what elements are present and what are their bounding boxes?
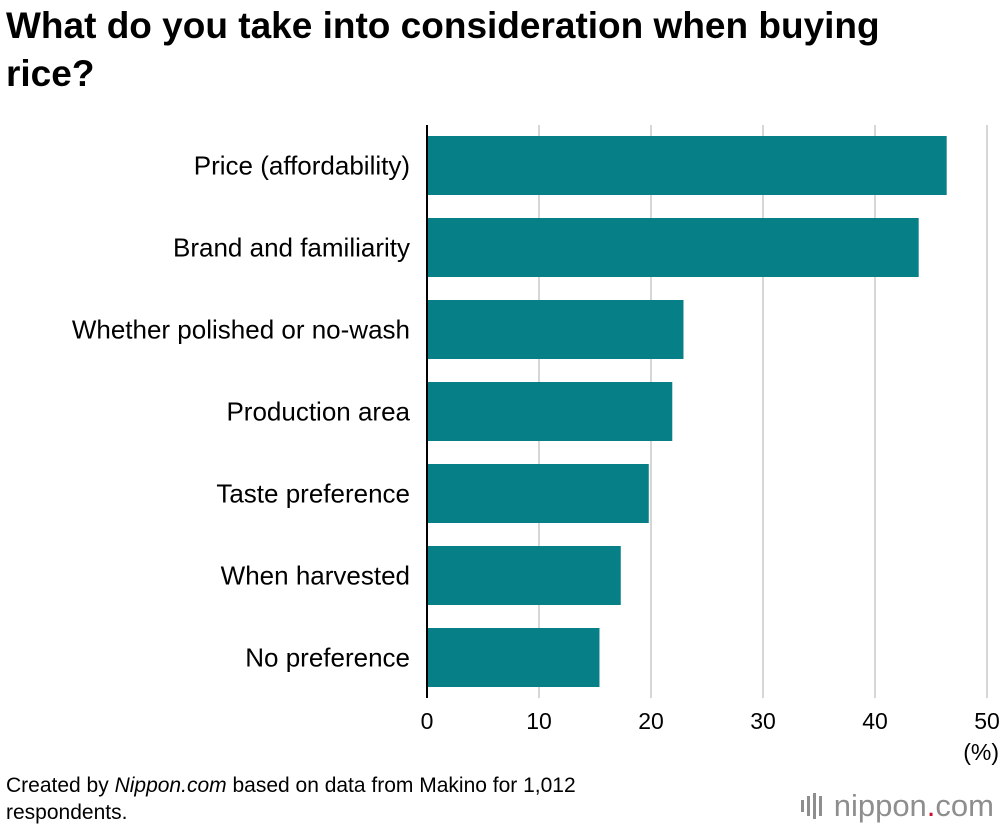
category-label: Price (affordability) <box>194 151 410 181</box>
category-label: Taste preference <box>216 479 410 509</box>
category-label: Production area <box>226 397 410 427</box>
logo-name: nippon <box>833 788 927 823</box>
bar <box>427 382 673 441</box>
bar <box>427 218 919 277</box>
category-label: Whether polished or no-wash <box>72 315 410 345</box>
bars <box>427 136 947 687</box>
category-labels: Price (affordability) Brand and familiari… <box>72 151 411 673</box>
nippon-logo: nippon. com <box>800 788 994 824</box>
logo-tld: com <box>935 788 994 823</box>
x-tick-label: 20 <box>638 708 664 734</box>
logo-bars-icon <box>800 793 826 819</box>
x-tick-label: 50 <box>974 708 1000 734</box>
category-label: When harvested <box>221 561 410 591</box>
bar-chart: Price (affordability) Brand and familiari… <box>72 125 1000 765</box>
category-label: No preference <box>245 643 410 673</box>
chart-title: What do you take into consideration when… <box>6 5 880 94</box>
category-label: Brand and familiarity <box>173 233 410 263</box>
logo-dot: . <box>926 788 936 823</box>
x-tick-label: 40 <box>862 708 888 734</box>
bar <box>427 300 684 359</box>
source-suffix: based on data from Makino for 1,012 resp… <box>6 774 576 824</box>
x-tick-label: 0 <box>421 708 434 734</box>
x-tick-label: 30 <box>750 708 776 734</box>
source-note: Created by Nippon.com based on data from… <box>6 772 646 826</box>
x-tick-label: 10 <box>526 708 552 734</box>
x-tick-labels: 0 10 20 30 40 50 <box>421 708 1000 734</box>
x-axis-unit: (%) <box>963 739 999 765</box>
bar <box>427 464 649 523</box>
bar <box>427 136 947 195</box>
bar <box>427 628 600 687</box>
bar <box>427 546 621 605</box>
source-brand: Nippon.com <box>114 774 227 797</box>
source-prefix: Created by <box>6 774 115 797</box>
